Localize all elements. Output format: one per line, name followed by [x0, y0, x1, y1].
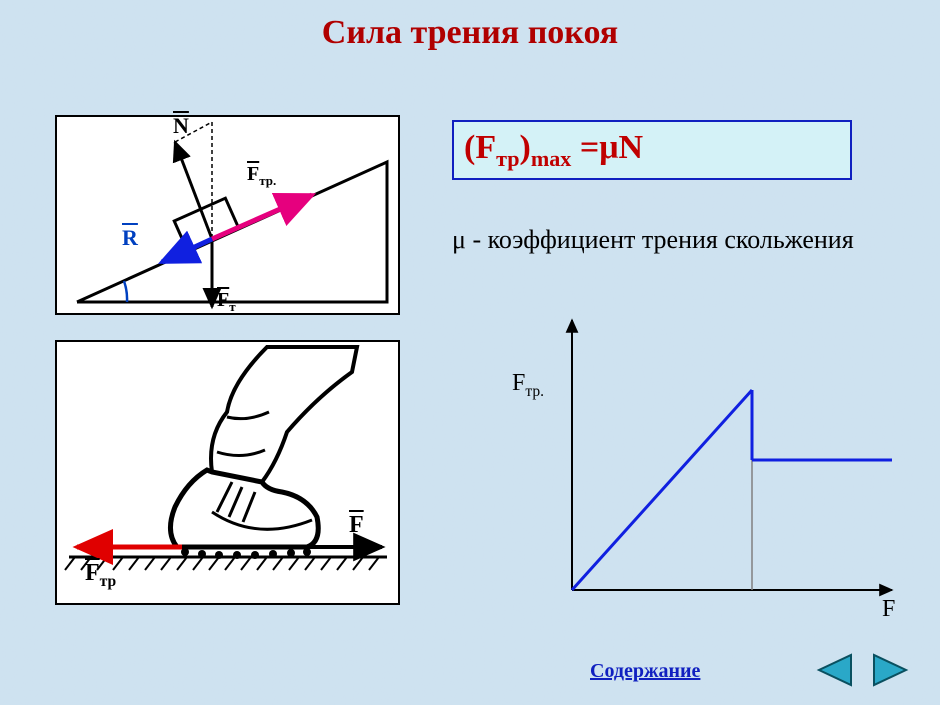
label-Ft: Fт — [217, 289, 236, 315]
label-Ftr-incline: Fтр. — [247, 163, 276, 189]
incline-svg — [57, 117, 398, 313]
nav-prev-button[interactable] — [815, 653, 855, 687]
label-R: R — [122, 225, 138, 251]
nav-next-button[interactable] — [870, 653, 910, 687]
page-title: Сила трения покоя — [0, 14, 940, 52]
incline-diagram: N Fтр. Fт R — [55, 115, 400, 315]
friction-graph: Fтр. F — [452, 310, 912, 610]
formula-box: (Fтр)max =μN — [452, 120, 852, 180]
label-F-boot: F — [349, 512, 364, 539]
triangle-right-icon — [870, 653, 910, 687]
title-text: Сила трения покоя — [322, 14, 618, 51]
mu-symbol: μ — [452, 225, 466, 254]
graph-svg — [452, 310, 912, 610]
triangle-left-icon — [815, 653, 855, 687]
label-Ftr-boot: Fтр — [85, 560, 116, 591]
graph-ylabel: Fтр. — [512, 370, 544, 401]
formula-text: (Fтр)max =μN — [464, 129, 643, 172]
toc-link[interactable]: Содержание — [590, 660, 700, 683]
label-N: N — [173, 113, 189, 139]
graph-xlabel: F — [882, 596, 895, 623]
coefficient-text: μ - коэффициент трения скольжения — [452, 225, 912, 255]
boot-diagram: Fтр F — [55, 340, 400, 605]
